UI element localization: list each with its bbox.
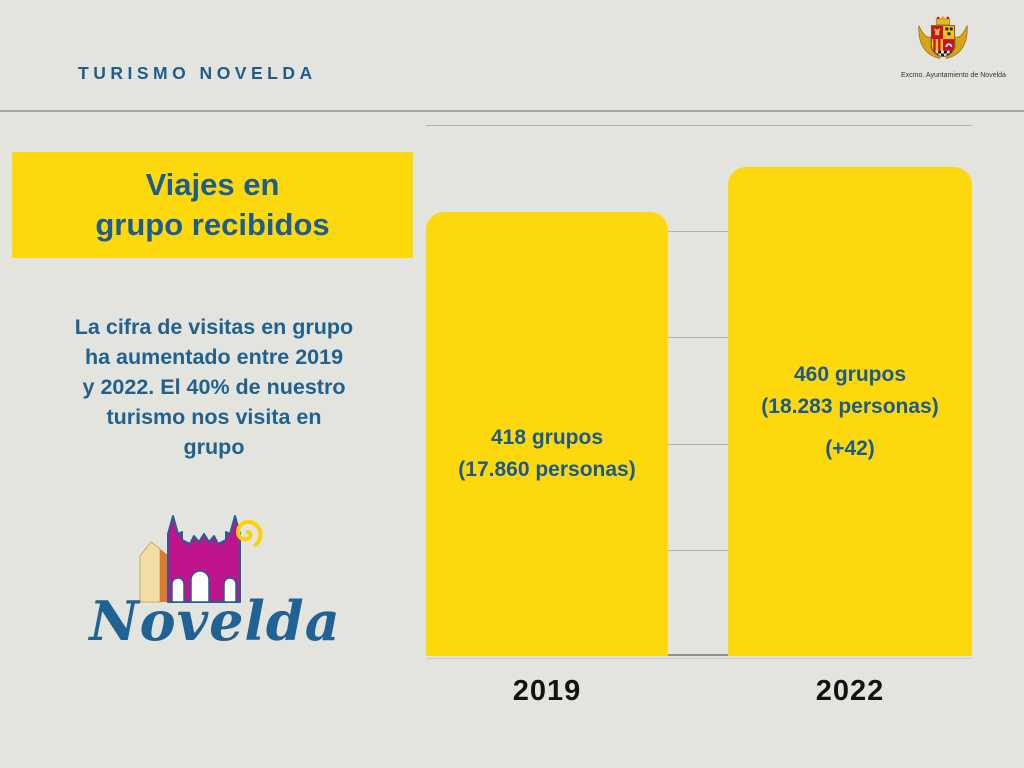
bar-2022-persons: (18.283 personas) <box>761 394 939 418</box>
header-divider <box>0 110 1024 112</box>
gridline <box>426 549 972 551</box>
bar-2019: 418 grupos (17.860 personas) <box>426 212 668 656</box>
page-title: TURISMO NOVELDA <box>78 63 317 83</box>
novelda-logo-icon: Novelda <box>87 515 340 653</box>
bar-2019-groups: 418 grupos <box>490 426 604 450</box>
city-crest: Excmo. Ayuntamiento de Novelda <box>901 14 1006 79</box>
bar-2022-delta: (+42) <box>825 436 875 460</box>
category-label-2022: 2022 <box>815 675 885 707</box>
gridline <box>426 231 972 233</box>
description-text: La cifra de visitas en grupo ha aumentad… <box>74 315 354 459</box>
bar-2019-labels: 418 grupos (17.860 personas) <box>426 422 668 486</box>
axis-baseline <box>426 654 972 656</box>
crest-caption: Excmo. Ayuntamiento de Novelda <box>901 72 1006 79</box>
bar-2019-persons: (17.860 personas) <box>458 458 636 482</box>
slide-title-box: Viajes en grupo recibidos <box>12 152 413 258</box>
axis-underline <box>426 658 972 659</box>
coat-of-arms-icon <box>918 16 968 59</box>
novelda-wordmark: Novelda <box>87 589 340 653</box>
gridline <box>426 125 972 126</box>
gridline <box>426 337 972 339</box>
gridline <box>426 443 972 445</box>
bar-2022: 460 grupos (18.283 personas) (+42) <box>728 167 972 656</box>
novelda-logo: Novelda <box>78 490 352 666</box>
category-label-2019: 2019 <box>512 675 582 707</box>
slide-title: Viajes en grupo recibidos <box>95 167 330 242</box>
chart-plot: 418 grupos (17.860 personas) 460 grupos … <box>426 125 972 656</box>
bar-2022-groups: 460 grupos <box>793 362 907 386</box>
bar-2022-labels: 460 grupos (18.283 personas) (+42) <box>728 359 972 465</box>
